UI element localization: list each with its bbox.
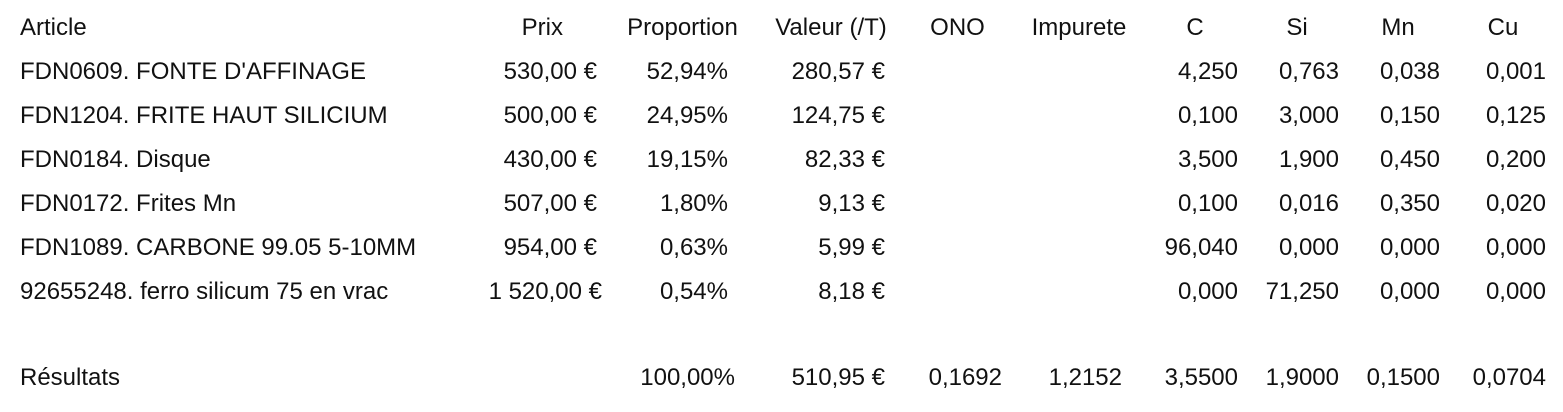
cell-ono [905,233,1002,263]
cell-cu: 0,200 [1485,146,1546,173]
cell-valeur: 82,33 € [804,146,885,173]
cell-si: 0,763 [1278,58,1339,85]
cell-proportion: 19,15% [646,146,728,173]
cell-si: 71,250 [1265,278,1339,305]
header-ono: ONO [930,14,985,41]
results-mn: 0,1500 [1366,364,1440,391]
cell-proportion: 52,94% [646,58,728,85]
cell-c: 3,500 [1177,146,1238,173]
cell-mn: 0,450 [1379,146,1440,173]
cell-article: 92655248. ferro silicum 75 en vrac [20,278,389,305]
header-proportion: Proportion [627,14,738,41]
cell-valeur: 280,57 € [791,58,885,85]
header-c: C [1186,14,1204,41]
cell-mn: 0,000 [1379,278,1440,305]
results-proportion: 100,00% [640,364,735,391]
cell-mn: 0,150 [1379,102,1440,129]
cell-c: 96,040 [1164,234,1238,261]
cell-valeur: 8,18 € [818,278,885,305]
cell-cu: 0,000 [1485,278,1546,305]
cell-article: FDN0609. FONTE D'AFFINAGE [20,58,366,85]
cell-impurete [1010,145,1122,175]
cell-cu: 0,001 [1485,58,1546,85]
header-impurete: Impurete [1031,14,1127,41]
cell-mn: 0,350 [1379,190,1440,217]
cell-article: FDN1204. FRITE HAUT SILICIUM [20,102,388,129]
header-si: Si [1286,14,1308,41]
cell-article: FDN1089. CARBONE 99.05 5-10MM [20,234,417,261]
cell-si: 1,900 [1278,146,1339,173]
cell-proportion: 1,80% [659,190,728,217]
cell-prix: 430,00 € [503,146,597,173]
cell-ono [905,277,1002,307]
results-ono: 0,1692 [928,364,1002,391]
results-impurete: 1,2152 [1048,364,1122,391]
header-mn: Mn [1381,14,1415,41]
cell-valeur: 5,99 € [818,234,885,261]
cell-c: 0,100 [1177,102,1238,129]
cell-prix: 530,00 € [503,58,597,85]
cell-c: 4,250 [1177,58,1238,85]
cell-si: 3,000 [1278,102,1339,129]
cell-impurete [1010,277,1122,307]
cell-impurete [1010,189,1122,219]
results-cu: 0,0704 [1472,364,1546,391]
cell-cu: 0,125 [1485,102,1546,129]
cell-cu: 0,000 [1485,234,1546,261]
cell-si: 0,000 [1278,234,1339,261]
cell-mn: 0,038 [1379,58,1440,85]
cell-ono [905,145,1002,175]
cell-proportion: 0,54% [659,278,728,305]
cell-prix: 500,00 € [503,102,597,129]
cell-article: FDN0172. Frites Mn [20,190,237,217]
results-c: 3,5500 [1164,364,1238,391]
results-valeur: 510,95 € [791,364,885,391]
cell-article: FDN0184. Disque [20,146,211,173]
cell-c: 0,100 [1177,190,1238,217]
cell-cu: 0,020 [1485,190,1546,217]
cell-ono [905,57,1002,87]
cell-valeur: 124,75 € [791,102,885,129]
cell-ono [905,189,1002,219]
cell-si: 0,016 [1278,190,1339,217]
cell-mn: 0,000 [1379,234,1440,261]
cell-proportion: 0,63% [659,234,728,261]
cell-ono [905,101,1002,131]
cell-impurete [1010,233,1122,263]
results-label: Résultats [20,364,121,391]
cell-c: 0,000 [1177,278,1238,305]
cell-valeur: 9,13 € [818,190,885,217]
cell-impurete [1010,57,1122,87]
results-si: 1,9000 [1265,364,1339,391]
cell-impurete [1010,101,1122,131]
cell-prix: 954,00 € [503,234,597,261]
header-valeur: Valeur (/T) [775,14,887,41]
header-article: Article [20,14,87,41]
header-cu: Cu [1487,14,1519,41]
cell-prix: 507,00 € [503,190,597,217]
header-prix: Prix [521,14,563,41]
cell-prix: 1 520,00 € [488,278,602,305]
cell-proportion: 24,95% [646,102,728,129]
